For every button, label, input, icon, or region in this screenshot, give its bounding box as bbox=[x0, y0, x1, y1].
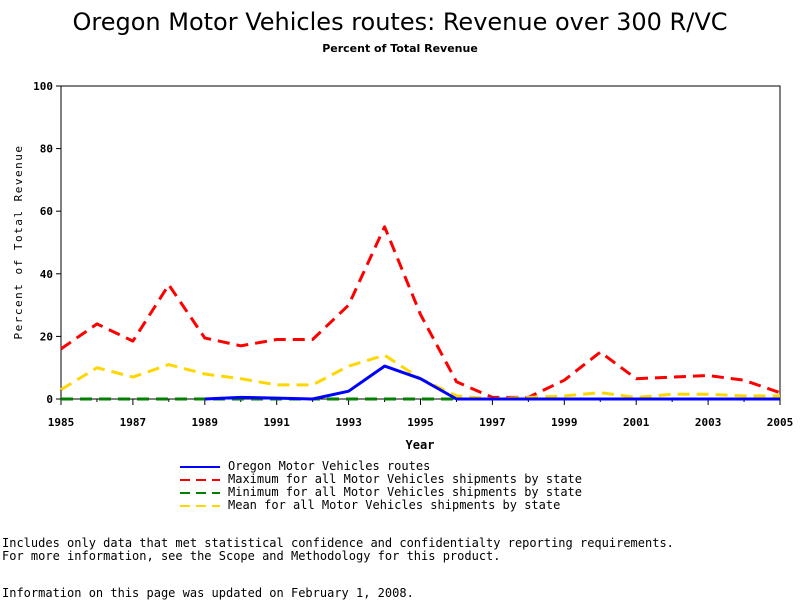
legend-label: Minimum for all Motor Vehicles shipments… bbox=[228, 485, 583, 499]
footnote-line: Includes only data that met statistical … bbox=[2, 536, 674, 550]
series-line bbox=[60, 353, 780, 401]
legend-swatch bbox=[180, 491, 220, 494]
chart-subtitle: Percent of Total Revenue bbox=[322, 42, 478, 55]
legend-swatch bbox=[180, 504, 220, 507]
legend-label: Oregon Motor Vehicles routes bbox=[228, 459, 431, 473]
x-tick-label: 1997 bbox=[479, 416, 506, 429]
footnote-line: For more information, see the Scope and … bbox=[2, 549, 501, 563]
y-tick-label: 60 bbox=[40, 205, 53, 218]
footnotes: Includes only data that met statistical … bbox=[2, 537, 674, 563]
x-tick-label: 2005 bbox=[767, 416, 794, 429]
y-tick-label: 80 bbox=[40, 143, 53, 156]
y-tick-label: 20 bbox=[40, 330, 53, 343]
y-tick-label: 40 bbox=[40, 268, 53, 281]
plot-frame bbox=[60, 85, 781, 400]
x-tick-label: 2001 bbox=[623, 416, 650, 429]
x-axis-label: Year bbox=[406, 438, 435, 452]
legend-entry: Maximum for all Motor Vehicles shipments… bbox=[178, 473, 582, 486]
series-line bbox=[60, 225, 781, 399]
x-tick-label: 2003 bbox=[695, 416, 722, 429]
series-layer bbox=[60, 225, 781, 401]
legend-entry: Mean for all Motor Vehicles shipments by… bbox=[178, 499, 582, 512]
y-axis-label: Percent of Total Revenue bbox=[12, 145, 25, 340]
chart-title: Oregon Motor Vehicles routes: Revenue ov… bbox=[72, 8, 728, 36]
y-tick-label: 100 bbox=[33, 80, 53, 93]
x-axis: 1985 1987 1989 1991 1993 1995 1997 1999 2001 2003… bbox=[48, 399, 794, 429]
x-tick-label: 1995 bbox=[407, 416, 434, 429]
series-line bbox=[204, 364, 780, 401]
line-chart: 0 20 40 60 80 100 1985 1987 1989 1991 1993 1995 199… bbox=[12, 80, 794, 452]
updated-note: Information on this page was updated on … bbox=[2, 586, 414, 600]
x-tick-label: 1999 bbox=[551, 416, 578, 429]
x-tick-label: 1989 bbox=[192, 416, 219, 429]
legend-swatch bbox=[180, 478, 220, 481]
x-tick-label: 1987 bbox=[120, 416, 147, 429]
legend-entry: Minimum for all Motor Vehicles shipments… bbox=[178, 486, 582, 499]
legend-swatch bbox=[180, 465, 220, 468]
legend: Oregon Motor Vehicles routes Maximum for … bbox=[178, 460, 582, 512]
x-tick-label: 1991 bbox=[263, 416, 290, 429]
legend-label: Maximum for all Motor Vehicles shipments… bbox=[228, 472, 583, 486]
x-tick-label: 1985 bbox=[48, 416, 75, 429]
y-axis: 0 20 40 60 80 100 bbox=[33, 80, 61, 406]
legend-entry: Oregon Motor Vehicles routes bbox=[178, 460, 582, 473]
legend-label: Mean for all Motor Vehicles shipments by… bbox=[228, 498, 561, 512]
x-tick-label: 1993 bbox=[335, 416, 362, 429]
y-tick-label: 0 bbox=[46, 393, 53, 406]
